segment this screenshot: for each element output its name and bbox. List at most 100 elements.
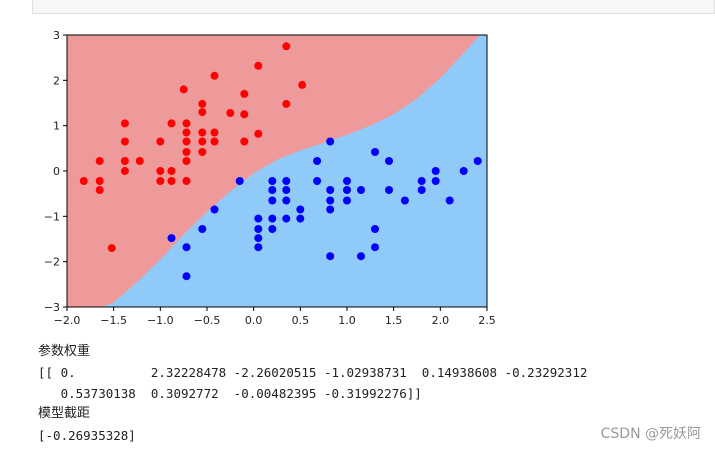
blue-point xyxy=(313,177,322,185)
x-tick-label: 2.5 xyxy=(478,314,496,327)
red-point xyxy=(182,177,191,185)
y-tick-label: −2 xyxy=(44,256,60,269)
red-point xyxy=(95,177,104,185)
x-tick-label: 1.0 xyxy=(338,314,356,327)
blue-point xyxy=(268,186,277,194)
blue-point xyxy=(431,177,440,185)
red-point xyxy=(254,129,263,138)
blue-point xyxy=(254,243,263,252)
red-point xyxy=(179,85,188,94)
y-tick-label: −1 xyxy=(44,210,60,223)
blue-point xyxy=(343,196,351,205)
red-point xyxy=(198,99,207,108)
red-point xyxy=(198,108,207,117)
blue-point xyxy=(326,186,335,194)
blue-point xyxy=(326,196,335,205)
red-point xyxy=(79,177,88,185)
red-point xyxy=(240,89,249,98)
blue-point xyxy=(357,186,365,194)
blue-point xyxy=(371,225,379,233)
red-point xyxy=(298,80,307,89)
red-point xyxy=(182,119,191,128)
y-tick-label: 1 xyxy=(53,120,60,133)
x-tick-label: 1.5 xyxy=(385,314,403,327)
decision-boundary-plot: −2.0 −1.5 −1.0 −0.5 0.0 0.5 1.0 1.5 2.0 2.5 −3 −2 −… xyxy=(44,29,496,327)
blue-point xyxy=(343,177,351,185)
input-cell-footer xyxy=(32,0,715,14)
weights-label: 参数权重 xyxy=(38,344,91,359)
blue-point xyxy=(235,177,244,185)
blue-point xyxy=(282,177,291,185)
x-tick-label: −1.0 xyxy=(147,314,174,327)
blue-point xyxy=(343,186,351,194)
red-point xyxy=(210,71,219,80)
red-point xyxy=(282,42,291,51)
red-point xyxy=(156,177,165,185)
x-tick-label: 0.0 xyxy=(245,314,263,327)
red-point xyxy=(120,137,129,146)
intercept-value: [-0.26935328] xyxy=(38,428,136,443)
blue-point xyxy=(268,196,277,205)
red-point xyxy=(156,167,165,175)
red-point xyxy=(182,128,191,137)
blue-point xyxy=(282,186,291,194)
red-point xyxy=(135,157,144,165)
blue-point xyxy=(198,225,207,233)
blue-point xyxy=(371,243,379,252)
x-tick-label: 2.0 xyxy=(432,314,450,327)
blue-point xyxy=(445,196,454,205)
blue-point xyxy=(431,167,440,175)
blue-point xyxy=(282,196,291,205)
weights-line-1: [[ 0. 2.32228478 -2.26020515 -1.02938731… xyxy=(38,365,588,380)
blue-point xyxy=(385,186,393,194)
x-tick-label: −1.5 xyxy=(100,314,127,327)
blue-point xyxy=(326,137,335,146)
blue-point xyxy=(254,234,263,243)
blue-point xyxy=(357,252,365,261)
blue-point xyxy=(417,186,426,194)
red-point xyxy=(120,157,129,165)
red-point xyxy=(240,110,249,119)
blue-point xyxy=(282,214,291,223)
red-point xyxy=(156,137,165,146)
blue-point xyxy=(268,214,277,223)
red-point xyxy=(167,167,176,175)
blue-point xyxy=(313,157,322,165)
red-point xyxy=(182,148,191,156)
red-point xyxy=(120,167,129,175)
y-tick-label: 0 xyxy=(53,165,60,178)
red-point xyxy=(167,119,176,128)
blue-point xyxy=(459,167,468,175)
weights-line-2: 0.53730138 0.3092772 -0.00482395 -0.3199… xyxy=(38,386,422,401)
x-tick-label: −2.0 xyxy=(54,314,81,327)
red-point xyxy=(254,61,263,70)
red-point xyxy=(182,137,191,146)
red-point xyxy=(107,244,116,253)
y-tick-label: 2 xyxy=(53,74,60,87)
blue-point xyxy=(167,234,176,243)
y-tick-label: −3 xyxy=(44,301,60,314)
red-point xyxy=(198,128,207,137)
x-tick-label: −0.5 xyxy=(194,314,221,327)
red-point xyxy=(282,99,291,108)
blue-point xyxy=(473,157,482,165)
blue-point xyxy=(268,177,277,185)
red-point xyxy=(198,148,207,156)
blue-point xyxy=(400,196,409,205)
blue-point xyxy=(296,205,305,214)
red-point xyxy=(167,177,176,185)
red-point xyxy=(210,128,219,137)
red-point xyxy=(240,137,249,146)
red-point xyxy=(120,119,129,128)
intercept-label: 模型截距 xyxy=(38,406,91,421)
blue-point xyxy=(210,205,219,214)
red-point xyxy=(198,137,207,146)
blue-point xyxy=(296,214,305,223)
blue-point xyxy=(268,225,277,233)
red-point xyxy=(182,157,191,165)
blue-point xyxy=(326,252,335,261)
watermark: CSDN @死妖阿 xyxy=(600,426,701,442)
blue-point xyxy=(182,272,191,281)
blue-point xyxy=(371,148,379,156)
x-tick-label: 0.5 xyxy=(292,314,310,327)
